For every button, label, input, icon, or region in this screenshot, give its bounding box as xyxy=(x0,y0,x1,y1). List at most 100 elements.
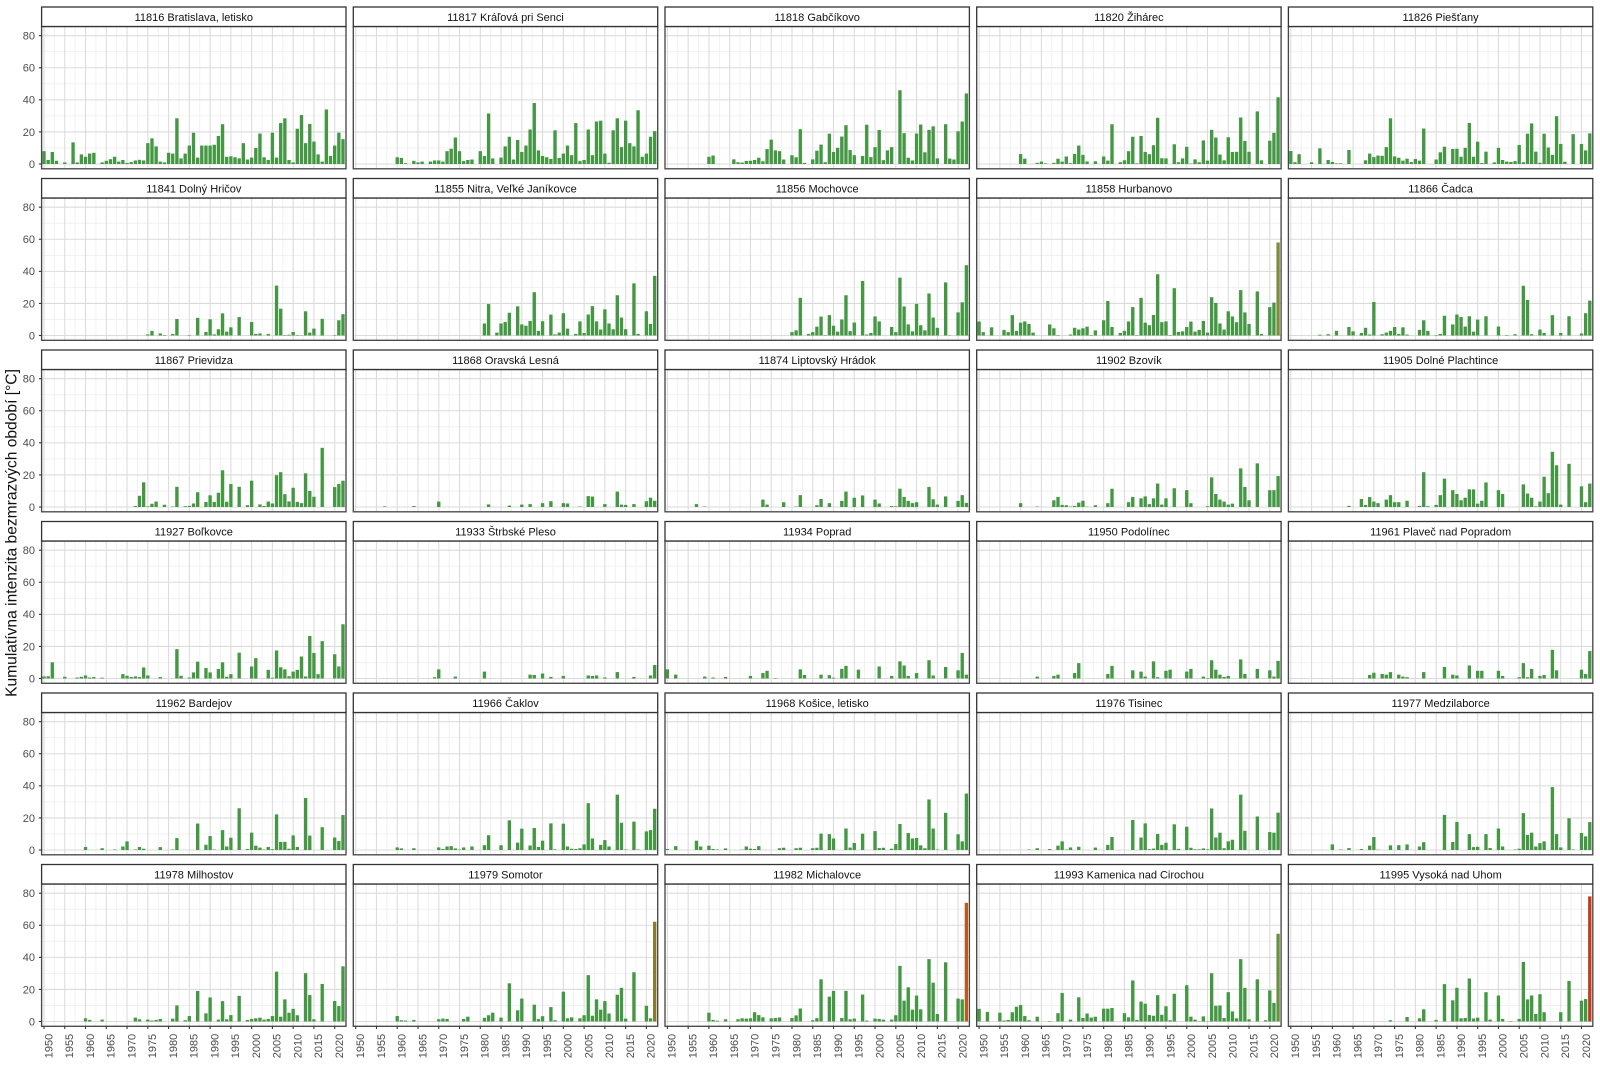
svg-text:1955: 1955 xyxy=(687,1034,699,1058)
svg-text:1955: 1955 xyxy=(376,1034,388,1058)
svg-text:1975: 1975 xyxy=(1394,1034,1406,1058)
svg-text:20: 20 xyxy=(23,984,35,996)
svg-text:11817 Kráľová pri Senci: 11817 Kráľová pri Senci xyxy=(447,12,564,24)
svg-text:11927 Boľkovce: 11927 Boľkovce xyxy=(155,527,233,539)
svg-text:Kumulatívna intenzita bezmrazv: Kumulatívna intenzita bezmrazvých období… xyxy=(4,369,21,697)
svg-text:1970: 1970 xyxy=(1061,1034,1073,1058)
svg-text:1990: 1990 xyxy=(1145,1034,1157,1058)
svg-text:11826 Piešťany: 11826 Piešťany xyxy=(1403,12,1480,24)
svg-text:11976 Tisinec: 11976 Tisinec xyxy=(1095,698,1163,710)
svg-text:0: 0 xyxy=(29,502,35,514)
svg-text:60: 60 xyxy=(23,63,35,75)
svg-text:20: 20 xyxy=(23,470,35,482)
svg-text:20: 20 xyxy=(23,813,35,825)
svg-text:1960: 1960 xyxy=(1332,1034,1344,1058)
svg-text:1990: 1990 xyxy=(833,1034,845,1058)
svg-text:2000: 2000 xyxy=(1498,1034,1510,1058)
svg-text:80: 80 xyxy=(23,545,35,557)
svg-text:1975: 1975 xyxy=(147,1034,159,1058)
svg-text:2020: 2020 xyxy=(1581,1034,1593,1058)
svg-text:40: 40 xyxy=(23,609,35,621)
svg-text:1950: 1950 xyxy=(43,1034,55,1058)
svg-text:2005: 2005 xyxy=(1519,1034,1531,1058)
svg-text:2000: 2000 xyxy=(874,1034,886,1058)
svg-text:11874 Liptovský Hrádok: 11874 Liptovský Hrádok xyxy=(759,355,877,367)
svg-text:2000: 2000 xyxy=(251,1034,263,1058)
svg-text:1950: 1950 xyxy=(667,1034,679,1058)
svg-text:2015: 2015 xyxy=(1560,1034,1572,1058)
svg-text:11818 Gabčíkovo: 11818 Gabčíkovo xyxy=(774,12,859,24)
svg-text:1950: 1950 xyxy=(355,1034,367,1058)
svg-text:1960: 1960 xyxy=(397,1034,409,1058)
svg-text:2015: 2015 xyxy=(625,1034,637,1058)
svg-text:11995 Vysoká nad Uhom: 11995 Vysoká nad Uhom xyxy=(1379,870,1501,882)
svg-text:11816 Bratislava, letisko: 11816 Bratislava, letisko xyxy=(135,12,253,24)
svg-text:1980: 1980 xyxy=(1415,1034,1427,1058)
svg-text:1955: 1955 xyxy=(1311,1034,1323,1058)
svg-text:1960: 1960 xyxy=(85,1034,97,1058)
svg-text:11867 Prievidza: 11867 Prievidza xyxy=(155,355,234,367)
svg-text:80: 80 xyxy=(23,717,35,729)
svg-text:2010: 2010 xyxy=(1228,1034,1240,1058)
svg-text:11841 Dolný Hričov: 11841 Dolný Hričov xyxy=(146,184,242,196)
svg-text:1970: 1970 xyxy=(750,1034,762,1058)
svg-text:1970: 1970 xyxy=(1373,1034,1385,1058)
svg-text:11934 Poprad: 11934 Poprad xyxy=(783,527,851,539)
svg-text:0: 0 xyxy=(29,845,35,857)
svg-text:11993 Kamenica nad Cirochou: 11993 Kamenica nad Cirochou xyxy=(1054,870,1204,882)
svg-text:1965: 1965 xyxy=(1041,1034,1053,1058)
svg-text:60: 60 xyxy=(23,920,35,932)
svg-text:11979 Somotor: 11979 Somotor xyxy=(468,870,543,882)
svg-text:60: 60 xyxy=(23,749,35,761)
svg-text:1950: 1950 xyxy=(978,1034,990,1058)
svg-text:1975: 1975 xyxy=(459,1034,471,1058)
svg-text:11968 Košice, letisko: 11968 Košice, letisko xyxy=(766,698,869,710)
svg-text:11905 Dolné Plachtince: 11905 Dolné Plachtince xyxy=(1383,355,1498,367)
svg-text:1995: 1995 xyxy=(1165,1034,1177,1058)
svg-text:40: 40 xyxy=(23,952,35,964)
svg-text:2010: 2010 xyxy=(916,1034,928,1058)
svg-text:2005: 2005 xyxy=(1207,1034,1219,1058)
svg-text:1980: 1980 xyxy=(1103,1034,1115,1058)
svg-text:1980: 1980 xyxy=(791,1034,803,1058)
svg-text:20: 20 xyxy=(23,641,35,653)
svg-text:11977 Medzilaborce: 11977 Medzilaborce xyxy=(1391,698,1489,710)
svg-text:11962 Bardejov: 11962 Bardejov xyxy=(156,698,233,710)
svg-text:11961 Plaveč nad Popradom: 11961 Plaveč nad Popradom xyxy=(1370,527,1511,539)
svg-text:0: 0 xyxy=(29,330,35,342)
svg-text:1985: 1985 xyxy=(1124,1034,1136,1058)
svg-text:80: 80 xyxy=(23,202,35,214)
svg-text:60: 60 xyxy=(23,577,35,589)
svg-text:2015: 2015 xyxy=(1248,1034,1260,1058)
svg-text:1990: 1990 xyxy=(521,1034,533,1058)
svg-text:1990: 1990 xyxy=(1456,1034,1468,1058)
svg-text:2000: 2000 xyxy=(1186,1034,1198,1058)
svg-text:1995: 1995 xyxy=(854,1034,866,1058)
svg-text:1965: 1965 xyxy=(417,1034,429,1058)
svg-text:0: 0 xyxy=(29,673,35,685)
svg-text:20: 20 xyxy=(23,298,35,310)
svg-text:40: 40 xyxy=(23,266,35,278)
svg-text:2015: 2015 xyxy=(937,1034,949,1058)
svg-text:11866 Čadca: 11866 Čadca xyxy=(1408,183,1474,196)
svg-text:1995: 1995 xyxy=(230,1034,242,1058)
svg-text:40: 40 xyxy=(23,781,35,793)
svg-text:11950 Podolínec: 11950 Podolínec xyxy=(1088,527,1170,539)
svg-text:1965: 1965 xyxy=(729,1034,741,1058)
svg-text:1995: 1995 xyxy=(542,1034,554,1058)
svg-text:11856 Mochovce: 11856 Mochovce xyxy=(776,184,859,196)
svg-text:11868 Oravská Lesná: 11868 Oravská Lesná xyxy=(452,355,560,367)
svg-text:80: 80 xyxy=(23,31,35,43)
svg-text:1960: 1960 xyxy=(708,1034,720,1058)
svg-text:20: 20 xyxy=(23,127,35,139)
svg-text:2000: 2000 xyxy=(563,1034,575,1058)
svg-text:1980: 1980 xyxy=(480,1034,492,1058)
svg-text:1965: 1965 xyxy=(106,1034,118,1058)
svg-text:2020: 2020 xyxy=(1269,1034,1281,1058)
svg-text:1990: 1990 xyxy=(209,1034,221,1058)
svg-text:0: 0 xyxy=(29,159,35,171)
svg-text:2005: 2005 xyxy=(272,1034,284,1058)
svg-text:2020: 2020 xyxy=(646,1034,658,1058)
svg-text:1985: 1985 xyxy=(812,1034,824,1058)
svg-text:40: 40 xyxy=(23,438,35,450)
